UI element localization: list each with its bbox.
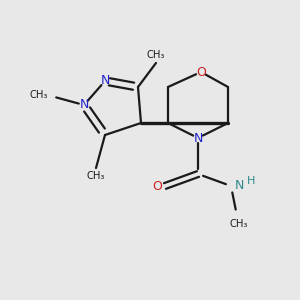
Text: H: H [247,176,255,186]
Text: CH₃: CH₃ [229,219,248,230]
Text: O: O [153,179,162,193]
Text: CH₃: CH₃ [29,89,47,100]
Text: O: O [196,65,206,79]
Text: N: N [100,74,110,88]
Text: CH₃: CH₃ [147,50,165,60]
Text: N: N [235,179,244,192]
Text: N: N [79,98,89,112]
Text: CH₃: CH₃ [87,171,105,182]
Text: N: N [193,131,203,145]
